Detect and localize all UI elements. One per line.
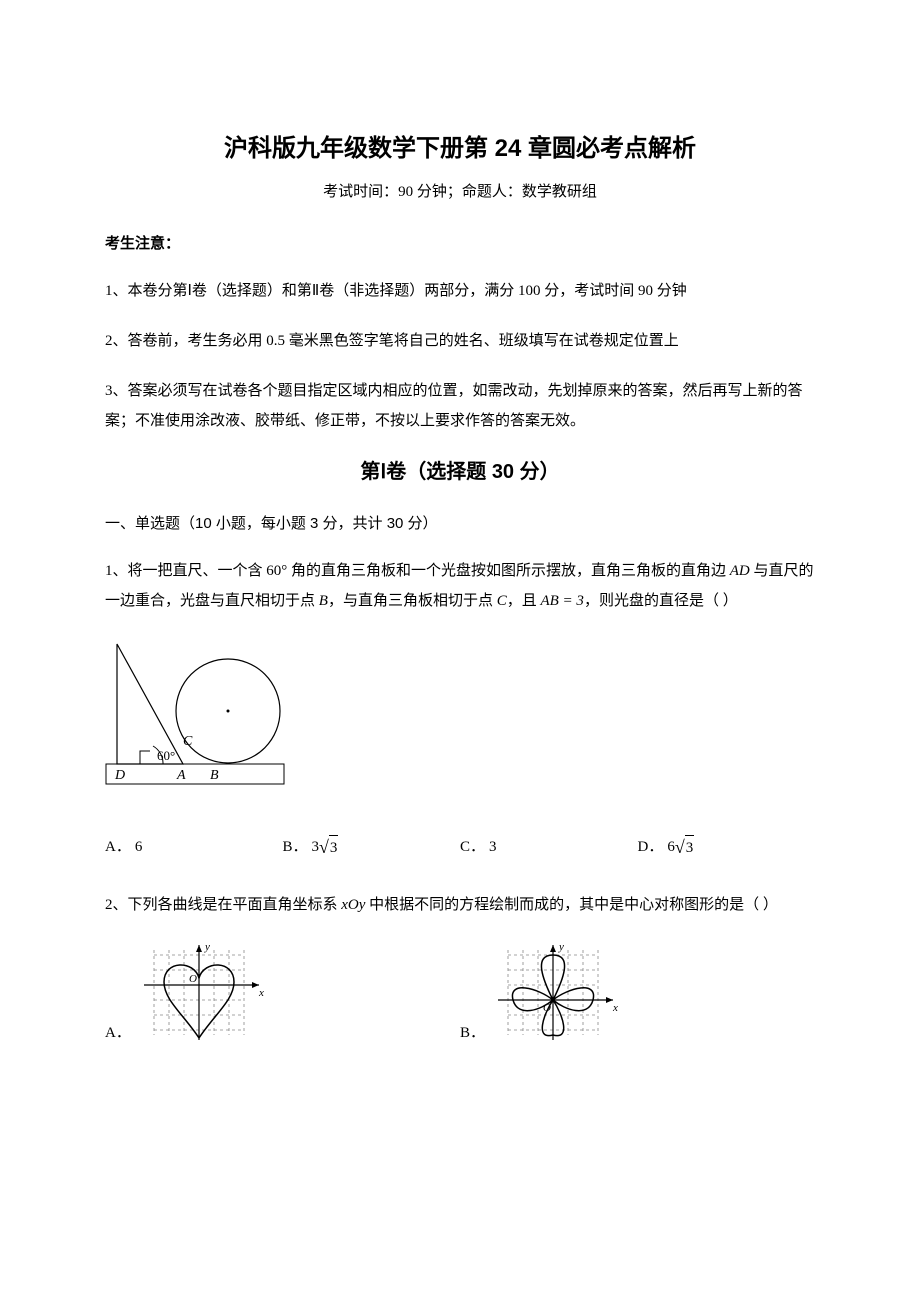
q2-figure-a: x y O xyxy=(139,940,269,1045)
q1-opt-c-val: 3 xyxy=(489,835,497,859)
question-2: 2、下列各曲线是在平面直角坐标系 xOy 中根据不同的方程绘制而成的，其中是中心… xyxy=(105,890,815,920)
label-d: D xyxy=(114,768,125,783)
svg-text:y: y xyxy=(558,941,564,953)
svg-text:x: x xyxy=(612,1002,618,1014)
q2-stem-part: 中根据不同的方程绘制而成的，其中是中心对称图形的是（ ） xyxy=(365,897,778,913)
q2-label-b: B． xyxy=(460,1021,485,1045)
q2-var-xoy: xOy xyxy=(341,897,365,913)
q1-var-c: C xyxy=(497,593,507,609)
document-subtitle: 考试时间：90 分钟；命题人：数学教研组 xyxy=(105,180,815,204)
q1-option-d: D．6√3 xyxy=(638,833,816,862)
q2-label-a: A． xyxy=(105,1021,131,1045)
label-c: C xyxy=(183,734,193,749)
rule-1: 1、本卷分第Ⅰ卷（选择题）和第Ⅱ卷（非选择题）两部分，满分 100 分，考试时间… xyxy=(105,276,815,306)
q1-opt-b-pre: 3 xyxy=(312,835,320,859)
q1-opt-d-rad: 3 xyxy=(685,835,695,860)
svg-text:y: y xyxy=(204,941,210,953)
label-b: B xyxy=(210,768,219,783)
q2-options-row: A． x y O B． xyxy=(105,940,815,1045)
q2-stem-part: 2、下列各曲线是在平面直角坐标系 xyxy=(105,897,341,913)
q1-option-c: C．3 xyxy=(460,833,638,862)
q1-stem-part: ，则光盘的直径是（ ） xyxy=(584,593,738,609)
document-title: 沪科版九年级数学下册第 24 章圆必考点解析 xyxy=(105,130,815,168)
rule-3: 3、答案必须写在试卷各个题目指定区域内相应的位置，如需改动，先划掉原来的答案，然… xyxy=(105,376,815,436)
angle-label: 60° xyxy=(157,748,175,763)
q1-eq: AB = 3 xyxy=(540,593,583,609)
notice-label: 考生注意： xyxy=(105,232,815,256)
q2-figure-b: x y O xyxy=(493,940,623,1045)
svg-text:O: O xyxy=(189,973,197,985)
subsection-1: 一、单选题（10 小题，每小题 3 分，共计 30 分） xyxy=(105,512,815,536)
q1-stem-part: 1、将一把直尺、一个含 60° 角的直角三角板和一个光盘按如图所示摆放，直角三角… xyxy=(105,563,730,579)
q1-opt-d-pre: 6 xyxy=(667,835,675,859)
q1-option-a: A．6 xyxy=(105,833,283,862)
svg-text:x: x xyxy=(258,987,264,999)
label-a: A xyxy=(176,768,186,783)
q1-figure: 60° C D A B xyxy=(105,636,815,805)
q1-options: A．6 B．3√3 C．3 D．6√3 xyxy=(105,833,815,862)
question-1: 1、将一把直尺、一个含 60° 角的直角三角板和一个光盘按如图所示摆放，直角三角… xyxy=(105,556,815,616)
q1-var-ad: AD xyxy=(730,563,750,579)
q1-option-b: B．3√3 xyxy=(283,833,461,862)
q1-stem-part: ，且 xyxy=(507,593,541,609)
q1-opt-a-val: 6 xyxy=(135,835,143,859)
q2-option-a: A． x y O xyxy=(105,940,460,1045)
section-1-header: 第Ⅰ卷（选择题 30 分） xyxy=(105,456,815,488)
q1-opt-b-rad: 3 xyxy=(329,835,339,860)
q1-var-b: B xyxy=(319,593,328,609)
q1-stem-part: ，与直角三角板相切于点 xyxy=(328,593,497,609)
q2-option-b: B． x y O xyxy=(460,940,815,1045)
rule-2: 2、答卷前，考生务必用 0.5 毫米黑色签字笔将自己的姓名、班级填写在试卷规定位… xyxy=(105,326,815,356)
